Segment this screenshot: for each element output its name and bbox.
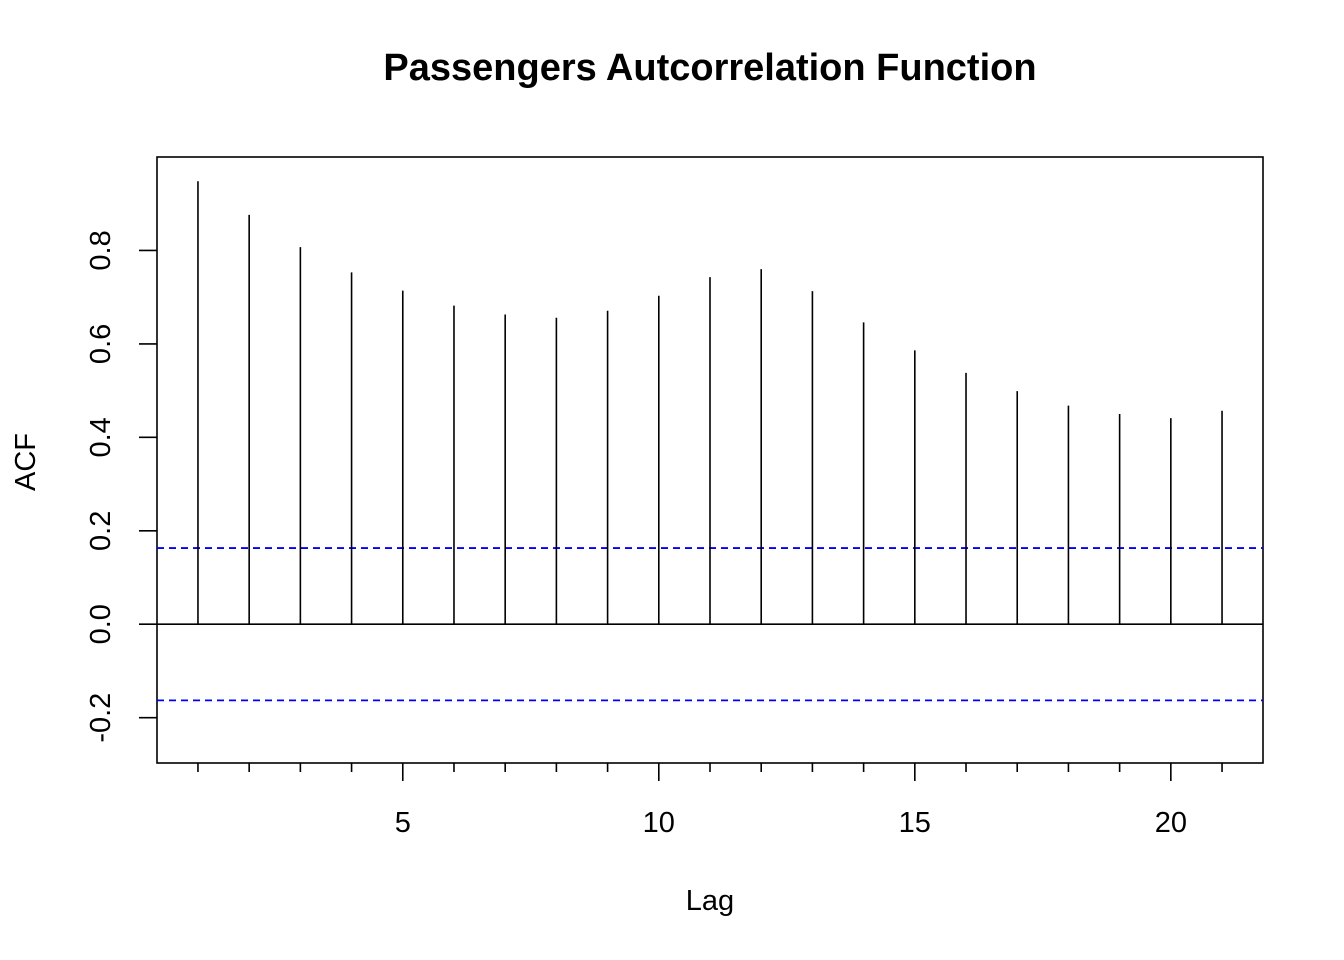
y-tick-label-4: 0.6 — [85, 324, 117, 364]
y-tick-label-2: 0.2 — [85, 511, 117, 551]
y-tick-label-1: 0.0 — [85, 604, 117, 644]
y-tick-label-3: 0.4 — [85, 417, 117, 457]
x-tick-label-15: 15 — [899, 807, 931, 839]
y-axis-label: ACF — [10, 433, 42, 491]
x-tick-label-20: 20 — [1155, 807, 1187, 839]
y-tick-label-5: 0.8 — [85, 230, 117, 270]
y-tick-label-0: -0.2 — [85, 693, 117, 743]
plot-area: 5 10 15 20 -0.2 0.0 0.2 0.4 0.6 0.8 — [85, 156, 1264, 839]
chart-title: Passengers Autcorrelation Function — [383, 47, 1036, 89]
x-tick-label-5: 5 — [395, 807, 411, 839]
x-axis-label: Lag — [686, 885, 734, 917]
x-tick-label-10: 10 — [643, 807, 675, 839]
